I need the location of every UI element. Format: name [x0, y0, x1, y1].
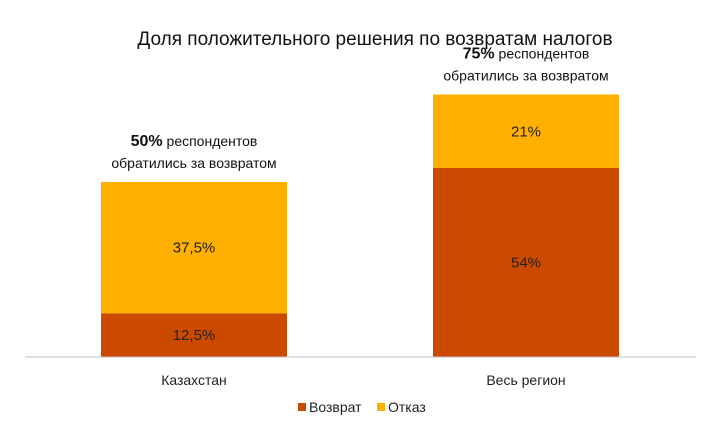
x-tick-label: Казахстан	[161, 372, 227, 388]
legend-swatch	[298, 403, 306, 411]
bar-kazakhstan-return	[101, 313, 287, 357]
data-label: 21%	[511, 123, 541, 140]
data-label: 12,5%	[173, 327, 216, 344]
legend-label: Отказ	[388, 399, 426, 415]
bar-annotations: 50% респондентов обратились за возвратом 7…	[111, 46, 608, 172]
bars-group: 12,5% 37,5% 54% 21%	[101, 94, 619, 357]
annotation-line-1: 50% респондентов	[131, 133, 258, 150]
data-label: 37,5%	[173, 240, 216, 257]
annotation-line-2: обратились за возвратом	[443, 68, 608, 84]
bar-region-refusal	[433, 94, 619, 168]
annotation-line-2: обратились за возвратом	[111, 155, 276, 171]
bar-region-return	[433, 168, 619, 357]
legend: Возврат Отказ	[298, 399, 426, 415]
bar-kazakhstan-refusal	[101, 182, 287, 314]
data-label: 54%	[511, 255, 541, 272]
legend-label: Возврат	[309, 399, 362, 415]
annotation-line-1: 75% респондентов	[463, 46, 590, 63]
x-tick-labels: Казахстан Весь регион	[161, 372, 565, 388]
chart-title: Доля положительного решения по возвратам…	[137, 29, 612, 50]
x-tick-label: Весь регион	[486, 372, 565, 388]
legend-swatch	[377, 403, 385, 411]
